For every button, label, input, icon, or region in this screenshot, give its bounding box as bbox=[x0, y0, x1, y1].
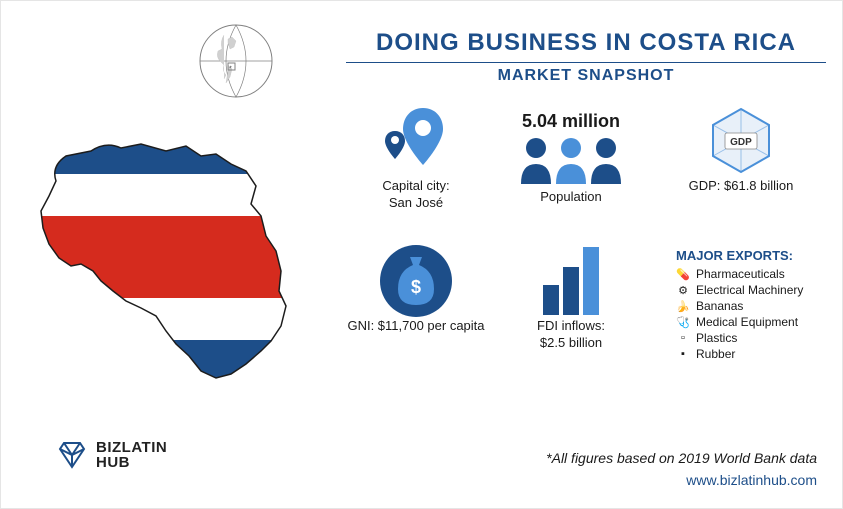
export-item: ⚙ Electrical Machinery bbox=[676, 283, 803, 297]
export-item: 🩺 Medical Equipment bbox=[676, 315, 798, 329]
globe-icon bbox=[196, 21, 276, 101]
page-title: DOING BUSINESS IN COSTA RICA bbox=[346, 29, 826, 60]
export-item: ▪ Rubber bbox=[676, 347, 735, 361]
export-label: Plastics bbox=[696, 331, 737, 345]
title-rule bbox=[346, 62, 826, 63]
export-label: Rubber bbox=[696, 347, 735, 361]
logo-line2: HUB bbox=[96, 455, 167, 470]
gni-label: GNI: $11,700 per capita bbox=[347, 318, 484, 335]
left-column: BIZLATIN HUB bbox=[21, 21, 321, 491]
stat-gni: $ GNI: $11,700 per capita bbox=[346, 243, 486, 393]
rubber-icon: ▪ bbox=[676, 348, 690, 360]
pill-icon: 💊 bbox=[676, 268, 690, 280]
export-item: 🍌 Bananas bbox=[676, 299, 743, 313]
export-item: ▫ Plastics bbox=[676, 331, 737, 345]
right-column: DOING BUSINESS IN COSTA RICA MARKET SNAP… bbox=[346, 29, 826, 393]
brand-logo: BIZLATIN HUB bbox=[56, 439, 167, 471]
export-label: Pharmaceuticals bbox=[696, 267, 785, 281]
export-item: 💊 Pharmaceuticals bbox=[676, 267, 785, 281]
export-label: Electrical Machinery bbox=[696, 283, 803, 297]
source-url: www.bizlatinhub.com bbox=[686, 472, 817, 488]
page-subtitle: MARKET SNAPSHOT bbox=[346, 67, 826, 85]
gdp-icon: GDP bbox=[701, 103, 781, 178]
gdp-label: GDP: $61.8 billion bbox=[689, 178, 794, 195]
exports-title: MAJOR EXPORTS: bbox=[676, 248, 793, 263]
logo-icon bbox=[56, 439, 88, 471]
svg-text:GDP: GDP bbox=[730, 137, 752, 148]
medical-icon: 🩺 bbox=[676, 316, 690, 328]
stats-grid: Capital city: San José 5.04 million bbox=[346, 103, 826, 393]
fdi-label: FDI inflows: $2.5 billion bbox=[537, 318, 605, 352]
gear-icon: ⚙ bbox=[676, 284, 690, 296]
logo-line1: BIZLATIN bbox=[96, 440, 167, 455]
country-map bbox=[21, 116, 301, 416]
stat-fdi: FDI inflows: $2.5 billion bbox=[486, 243, 656, 393]
capital-label: Capital city: San José bbox=[382, 178, 449, 212]
bar-chart-icon bbox=[531, 241, 611, 321]
stat-population: 5.04 million Popul bbox=[486, 103, 656, 243]
svg-text:$: $ bbox=[411, 277, 421, 297]
export-label: Bananas bbox=[696, 299, 743, 313]
stat-gdp: GDP GDP: $61.8 billion bbox=[656, 103, 826, 243]
stat-capital: Capital city: San José bbox=[346, 103, 486, 243]
plastic-icon: ▫ bbox=[676, 332, 690, 344]
footnote: *All figures based on 2019 World Bank da… bbox=[546, 450, 817, 466]
exports-block: MAJOR EXPORTS: 💊 Pharmaceuticals ⚙ Electri… bbox=[656, 243, 826, 393]
banana-icon: 🍌 bbox=[676, 300, 690, 312]
people-icon bbox=[516, 134, 626, 189]
map-pin-icon bbox=[381, 103, 451, 178]
population-value: 5.04 million bbox=[522, 111, 620, 132]
population-label: Population bbox=[540, 189, 601, 206]
money-bag-icon: $ bbox=[376, 241, 456, 321]
export-label: Medical Equipment bbox=[696, 315, 798, 329]
